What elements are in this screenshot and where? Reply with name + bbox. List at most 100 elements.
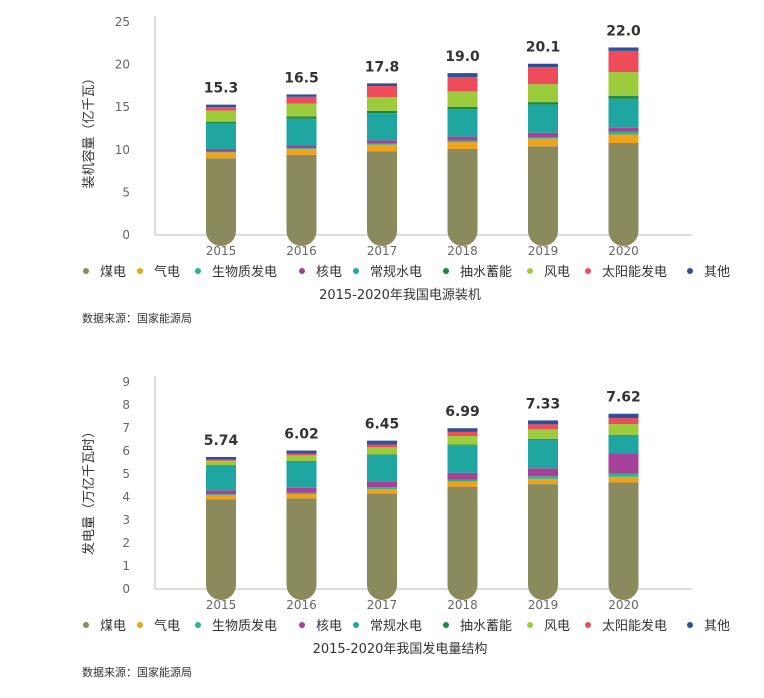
bar-segment-生物质发电 <box>367 487 397 489</box>
bar-segment-常规水电 <box>608 435 639 454</box>
bar-segment-风电 <box>608 72 639 97</box>
total-data-label: 16.5 <box>284 70 319 86</box>
y-tick-label: 7 <box>122 421 130 435</box>
legend-label: 煤电 <box>100 265 126 280</box>
legend-marker <box>299 268 305 274</box>
bar-segment-太阳能发电 <box>528 67 558 85</box>
bar-segment-抽水蓄能 <box>608 96 639 99</box>
stacked-bar <box>206 104 236 246</box>
bar-segment-太阳能发电 <box>528 424 558 430</box>
y-tick-label: 8 <box>122 398 130 412</box>
bar-segment-生物质发电 <box>528 137 558 139</box>
stacked-bar <box>608 413 639 600</box>
legend-label: 其他 <box>704 619 730 634</box>
bar-segment-生物质发电 <box>367 143 397 145</box>
bar-segment-风电 <box>286 103 317 117</box>
bar-segment-核电 <box>608 453 639 474</box>
generation-structure-chart: 0 1 2 3 4 5 6 7 8 9 发电量（万亿千瓦时） 2015 5.74 2016 6.02 2017… <box>81 375 730 679</box>
bar-segment-常规水电 <box>608 98 639 128</box>
bar-segment-气电 <box>286 148 317 155</box>
bar-segment-生物质发电 <box>608 131 639 135</box>
legend-marker <box>299 622 305 628</box>
bar-segment-核电 <box>447 472 478 480</box>
bar-segment-抽水蓄能 <box>206 465 236 466</box>
bar-segment-生物质发电 <box>206 151 236 153</box>
total-data-label: 6.45 <box>365 417 400 433</box>
bar-segment-太阳能发电 <box>206 107 236 111</box>
bar-segment-气电 <box>367 488 397 494</box>
bar-segment-太阳能发电 <box>286 96 317 104</box>
data-source-note: 数据来源：国家能源局 <box>82 665 192 679</box>
legend-marker <box>353 622 359 628</box>
bar-segment-风电 <box>206 460 236 466</box>
x-tick-label: 2017 <box>367 244 398 258</box>
bar-segment-太阳能发电 <box>206 459 236 461</box>
bar-segment-煤电 <box>367 493 397 600</box>
legend-marker <box>195 268 201 274</box>
bar-segment-核电 <box>367 481 397 488</box>
legend-label: 抽水蓄能 <box>460 265 512 280</box>
bar-segment-其他 <box>608 47 639 51</box>
legend-marker <box>687 622 693 628</box>
legend-label: 常规水电 <box>370 619 422 634</box>
bar-segment-煤电 <box>206 158 236 246</box>
bar-segment-气电 <box>286 494 317 499</box>
y-tick-label: 5 <box>122 185 130 199</box>
bar-segment-常规水电 <box>528 439 558 469</box>
stacked-bar <box>367 83 397 247</box>
bar-segment-风电 <box>286 455 317 461</box>
x-tick-label: 2019 <box>528 244 559 258</box>
total-data-label: 20.1 <box>526 40 561 56</box>
total-data-label: 17.8 <box>365 59 400 75</box>
legend-marker <box>585 622 591 628</box>
y-tick-label: 3 <box>122 513 130 527</box>
bar-segment-煤电 <box>528 146 558 246</box>
bar-segment-煤电 <box>608 142 639 247</box>
bar-segment-煤电 <box>528 484 558 600</box>
y-tick-label: 20 <box>115 58 130 72</box>
legend-marker <box>585 268 591 274</box>
x-tick-label: 2015 <box>206 244 237 258</box>
y-tick-label: 0 <box>122 582 130 596</box>
bar-segment-常规水电 <box>447 445 478 473</box>
bar-segment-煤电 <box>447 486 478 601</box>
bar-segment-生物质发电 <box>286 492 317 495</box>
bar-segment-抽水蓄能 <box>528 102 558 105</box>
x-tick-label: 2015 <box>206 598 237 612</box>
y-tick-label: 5 <box>122 467 130 481</box>
legend-label: 气电 <box>154 264 180 280</box>
bar-segment-风电 <box>528 429 558 439</box>
bar-segment-风电 <box>367 447 397 455</box>
bar-segment-核电 <box>286 145 317 149</box>
bar-segment-常规水电 <box>206 465 236 491</box>
total-data-label: 7.62 <box>606 390 641 406</box>
stacked-bar <box>447 73 478 247</box>
y-tick-label: 25 <box>115 15 130 29</box>
x-tick-label: 2018 <box>447 598 478 612</box>
bar-segment-抽水蓄能 <box>286 116 317 119</box>
y-axis-label: 发电量（万亿千瓦时） <box>81 425 97 555</box>
legend-label: 核电 <box>316 265 342 280</box>
bar-segment-其他 <box>447 428 478 432</box>
bar-segment-风电 <box>206 110 236 122</box>
y-tick-label: 9 <box>122 375 130 389</box>
bar-segment-其他 <box>286 94 317 97</box>
legend-marker <box>527 622 533 628</box>
bar-segment-风电 <box>447 91 478 107</box>
bar-segment-常规水电 <box>206 123 236 149</box>
x-tick-label: 2019 <box>528 598 559 612</box>
legend-marker <box>443 268 449 274</box>
bar-segment-核电 <box>528 468 558 477</box>
stacked-bar <box>367 440 397 600</box>
total-data-label: 15.3 <box>204 81 239 97</box>
bar-segment-核电 <box>206 148 236 152</box>
legend-marker <box>443 622 449 628</box>
x-tick-label: 2018 <box>447 244 478 258</box>
y-axis-label: 装机容量（亿千瓦） <box>81 71 97 188</box>
bar-segment-气电 <box>447 481 478 487</box>
legend-marker <box>137 268 143 274</box>
bar-segment-常规水电 <box>367 113 397 141</box>
legend-label: 气电 <box>154 618 180 634</box>
stacked-bar <box>286 450 317 601</box>
